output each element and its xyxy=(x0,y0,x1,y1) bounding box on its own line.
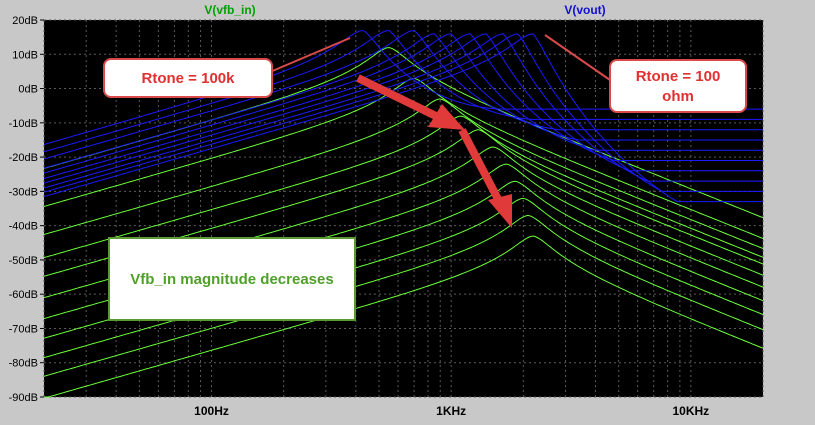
y-tick-label: -50dB xyxy=(9,255,38,267)
y-tick-label: -10dB xyxy=(9,118,38,130)
series-vout-line xyxy=(43,33,763,203)
callout-pointer-100k xyxy=(269,37,351,73)
y-tick-label: -40dB xyxy=(9,221,38,233)
callout-rtone-100k-text: Rtone = 100k xyxy=(142,70,236,87)
y-tick-label: -90dB xyxy=(9,392,38,404)
x-tick-label: 10KHz xyxy=(673,404,710,418)
y-tick-label: -60dB xyxy=(9,289,38,301)
legend-vout[interactable]: V(vout) xyxy=(564,3,605,17)
y-tick-label: 20dB xyxy=(12,15,38,27)
y-tick-label: -20dB xyxy=(9,152,38,164)
y-tick-label: 0dB xyxy=(18,84,38,96)
callout-rtone-100ohm xyxy=(609,59,747,113)
trend-arrow-lower-head xyxy=(488,194,512,228)
series-vout-line xyxy=(43,33,763,193)
callout-rtone-100ohm-line2: ohm xyxy=(662,88,694,105)
series-vout-line xyxy=(43,33,763,179)
y-tick-label: 10dB xyxy=(12,49,38,61)
annotation-layer: Rtone = 100k Rtone = 100 ohm Vfb_in magn… xyxy=(103,34,747,321)
callout-pointer-100ohm xyxy=(544,34,611,81)
trend-arrow-upper-head xyxy=(428,104,465,130)
trend-arrow-lower-shaft xyxy=(458,128,504,205)
series-vfb-in-line xyxy=(43,98,764,249)
trend-arrow-upper-shaft xyxy=(356,74,442,122)
series-vout-line xyxy=(43,30,763,160)
series-vout-line xyxy=(43,33,763,169)
note-vfb-in-decreases xyxy=(108,237,356,321)
series-vfb-in-line xyxy=(43,214,764,377)
x-axis: 100Hz 1KHz 10KHz xyxy=(194,404,709,418)
series-vfb-in-line xyxy=(43,77,764,239)
y-tick-label: -80dB xyxy=(9,358,38,370)
series-vfb-in-line xyxy=(44,235,764,398)
callout-rtone-100ohm-line1: Rtone = 100 xyxy=(636,68,721,85)
legend-vfb-in[interactable]: V(vfb_in) xyxy=(204,3,255,17)
series-vout-line xyxy=(43,33,763,189)
y-tick-label: -70dB xyxy=(9,323,38,335)
y-axis: 20dB 10dB 0dB -10dB -20dB -30dB -40dB -50dB -60d… xyxy=(9,15,44,404)
series-vout-line xyxy=(43,33,763,174)
series-vout-line xyxy=(43,30,763,153)
callout-rtone-100k xyxy=(103,58,273,98)
series-vout-line xyxy=(43,33,763,184)
y-tick-label: -30dB xyxy=(9,186,38,198)
x-tick-label: 1KHz xyxy=(436,404,466,418)
x-tick-label: 100Hz xyxy=(194,404,229,418)
note-vfb-in-decreases-text: Vfb_in magnitude decreases xyxy=(130,271,333,288)
series-vfb-in-line xyxy=(43,115,764,259)
series-vfb-in-line xyxy=(43,197,764,359)
